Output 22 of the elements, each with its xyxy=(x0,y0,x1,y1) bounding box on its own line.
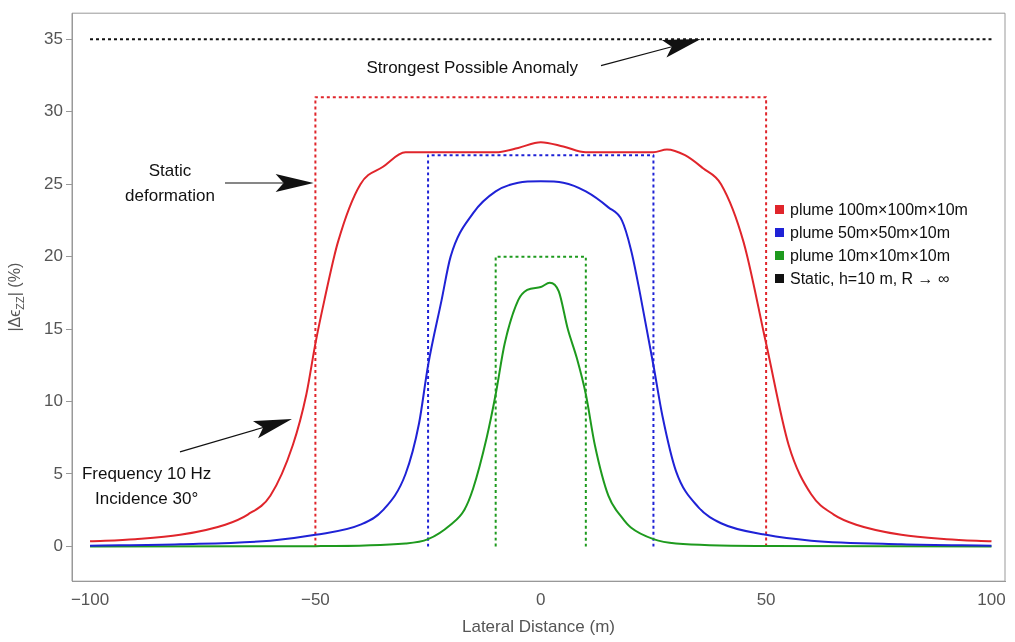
x-tick-label: 50 xyxy=(756,590,776,610)
y-tick-label: 5 xyxy=(53,463,63,483)
x-tick-label: −100 xyxy=(70,590,110,610)
annotation: Strongest Possible Anomaly xyxy=(365,56,580,79)
y-tick-label: 10 xyxy=(44,391,63,411)
y-tick-label: 15 xyxy=(44,318,63,338)
y-tick-label: 30 xyxy=(44,101,63,121)
x-tick-label: −50 xyxy=(300,590,330,610)
annotation: Frequency 10 Hz Incidence 30° xyxy=(81,463,212,508)
legend-label: plume 50m×50m×10m xyxy=(790,223,951,243)
legend-label: plume 100m×100m×10m xyxy=(790,200,968,220)
x-tick-label: 100 xyxy=(977,590,1006,610)
y-tick-label: 0 xyxy=(53,536,63,556)
annotation: Static deformation xyxy=(125,161,215,206)
x-axis-title: Lateral Distance (m) xyxy=(461,617,616,637)
x-tick-label: 0 xyxy=(536,590,546,610)
y-axis-title: |ΔϵZZ| (%) xyxy=(6,262,27,332)
y-tick-label: 25 xyxy=(44,173,63,193)
legend-label: plume 10m×10m×10m xyxy=(790,246,951,266)
y-tick-label: 20 xyxy=(44,246,63,266)
legend-label: Static, h=10 m, R → ∞ xyxy=(790,269,950,289)
y-tick-label: 35 xyxy=(44,28,63,48)
